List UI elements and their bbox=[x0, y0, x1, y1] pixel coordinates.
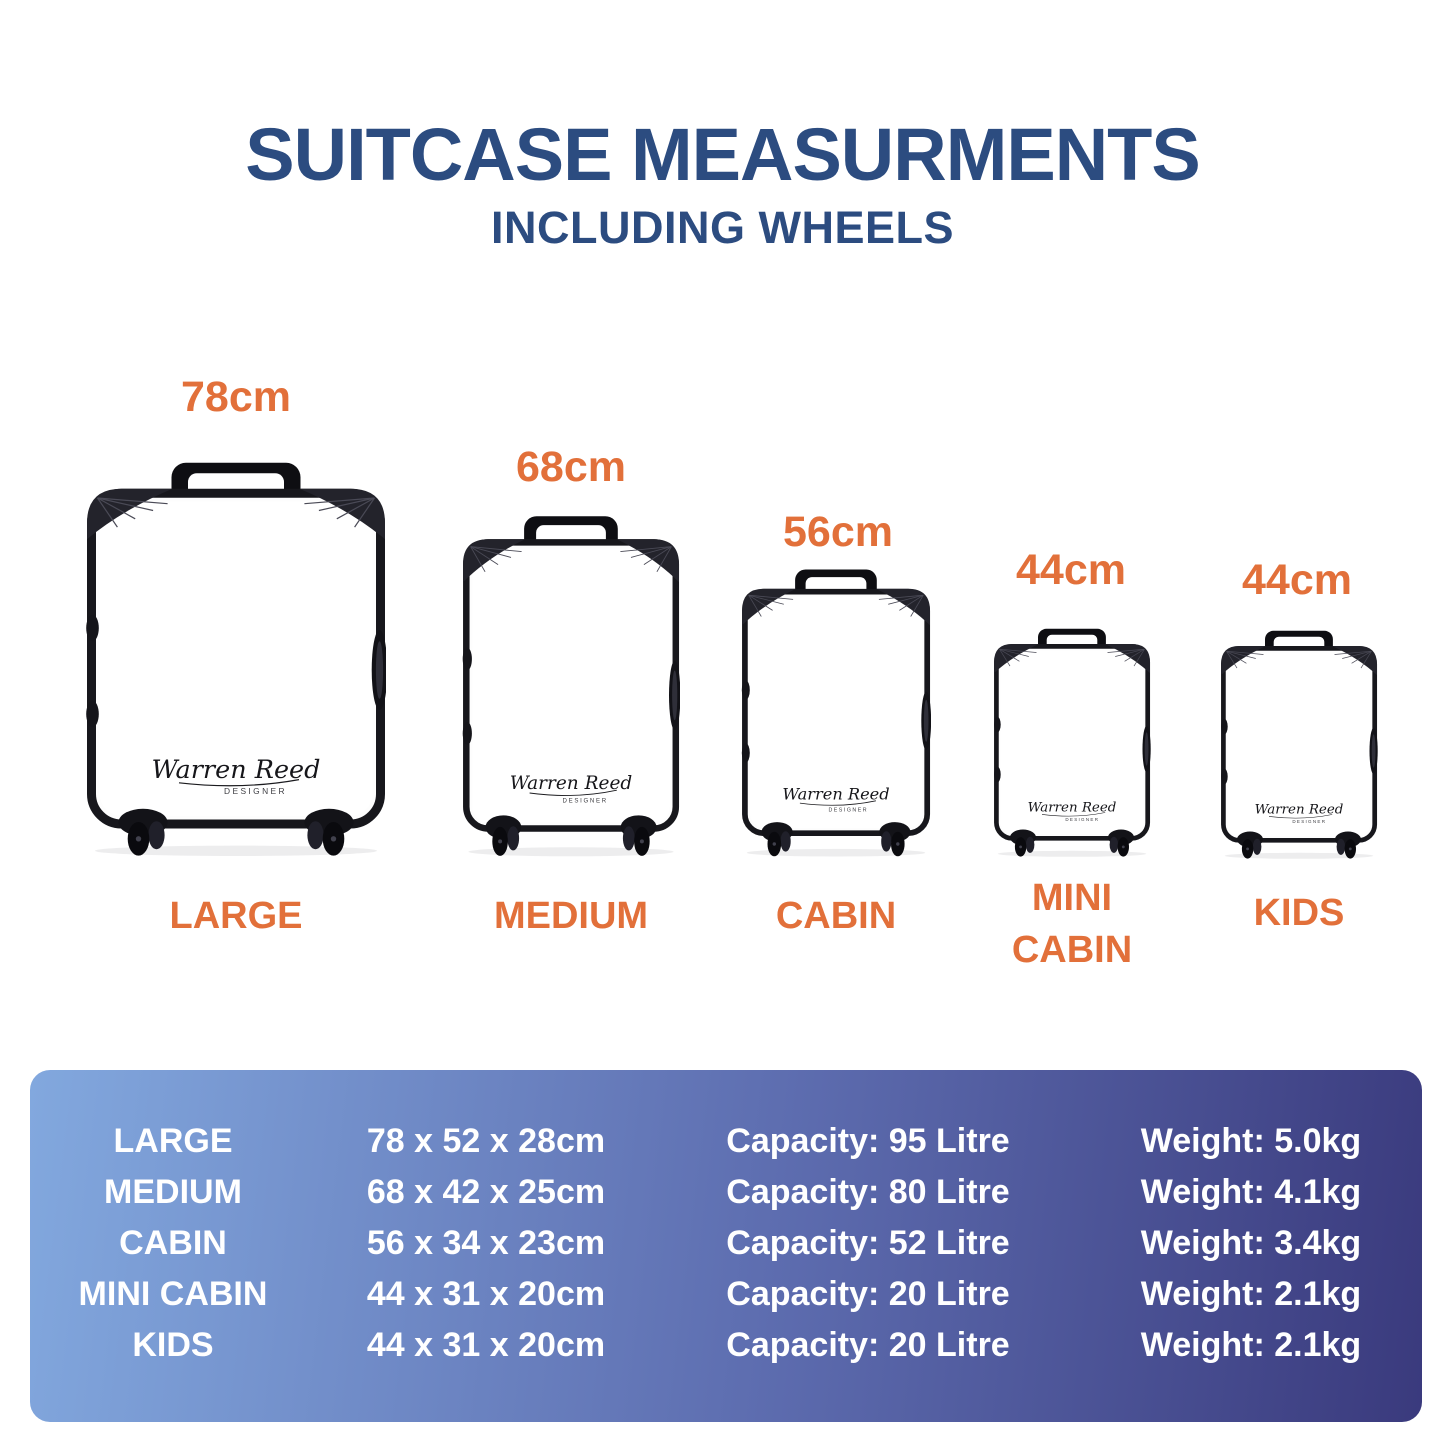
svg-text:DESIGNER: DESIGNER bbox=[828, 807, 868, 813]
size-name-medium: MEDIUM bbox=[493, 895, 649, 937]
svg-text:Warren Reed: Warren Reed bbox=[1028, 801, 1117, 816]
svg-text:DESIGNER: DESIGNER bbox=[1292, 819, 1326, 824]
spec-capacity-cell: Capacity: 80 Litre bbox=[726, 1172, 1010, 1211]
suitcase-illustration-mini-cabin: Warren Reed DESIGNER bbox=[993, 626, 1151, 858]
size-name-kids: KIDS bbox=[1253, 892, 1345, 934]
spec-capacity-cell: Capacity: 52 Litre bbox=[726, 1223, 1010, 1262]
spec-row-large: LARGE 78 x 52 x 28cm Capacity: 95 Litre … bbox=[30, 1115, 1422, 1166]
spec-capacity-cell: Capacity: 20 Litre bbox=[726, 1274, 1010, 1313]
spec-row-mini-cabin: MINI CABIN 44 x 31 x 20cm Capacity: 20 L… bbox=[30, 1268, 1422, 1319]
spec-row-medium: MEDIUM 68 x 42 x 25cm Capacity: 80 Litre… bbox=[30, 1166, 1422, 1217]
spec-weight-cell: Weight: 2.1kg bbox=[1140, 1274, 1362, 1313]
size-name-mini-cabin: MINI CABIN bbox=[1011, 877, 1133, 971]
spec-size-cell: LARGE bbox=[113, 1121, 233, 1160]
spec-row-kids: KIDS 44 x 31 x 20cm Capacity: 20 Litre W… bbox=[30, 1319, 1422, 1370]
spec-table-rows: LARGE 78 x 52 x 28cm Capacity: 95 Litre … bbox=[30, 1070, 1422, 1370]
spec-weight-cell: Weight: 5.0kg bbox=[1140, 1121, 1362, 1160]
svg-text:Warren Reed: Warren Reed bbox=[152, 755, 321, 785]
spec-size-cell: MINI CABIN bbox=[78, 1274, 268, 1313]
svg-text:DESIGNER: DESIGNER bbox=[224, 786, 287, 796]
height-label-medium: 68cm bbox=[516, 443, 626, 491]
spec-weight-cell: Weight: 4.1kg bbox=[1140, 1172, 1362, 1211]
suitcase-illustration-large: Warren Reed DESIGNER bbox=[86, 458, 386, 858]
spec-weight-cell: Weight: 2.1kg bbox=[1140, 1325, 1362, 1364]
spec-capacity-cell: Capacity: 20 Litre bbox=[726, 1325, 1010, 1364]
page-subtitle: INCLUDING WHEELS bbox=[491, 202, 954, 253]
spec-dimensions-cell: 56 x 34 x 23cm bbox=[366, 1223, 606, 1262]
spec-dimensions-cell: 44 x 31 x 20cm bbox=[366, 1325, 606, 1364]
height-label-kids: 44cm bbox=[1242, 556, 1352, 604]
height-label-cabin: 56cm bbox=[783, 508, 893, 556]
size-name-cabin: CABIN bbox=[775, 895, 897, 937]
svg-text:Warren Reed: Warren Reed bbox=[782, 785, 889, 804]
spec-capacity-cell: Capacity: 95 Litre bbox=[726, 1121, 1010, 1160]
spec-row-cabin: CABIN 56 x 34 x 23cm Capacity: 52 Litre … bbox=[30, 1217, 1422, 1268]
spec-dimensions-cell: 78 x 52 x 28cm bbox=[366, 1121, 606, 1160]
suitcase-illustration-cabin: Warren Reed DESIGNER bbox=[741, 566, 931, 858]
svg-text:Warren Reed: Warren Reed bbox=[1255, 803, 1344, 818]
spec-weight-cell: Weight: 3.4kg bbox=[1140, 1223, 1362, 1262]
spec-table-panel: LARGE 78 x 52 x 28cm Capacity: 95 Litre … bbox=[30, 1070, 1422, 1422]
spec-size-cell: CABIN bbox=[119, 1223, 227, 1262]
spec-dimensions-cell: 68 x 42 x 25cm bbox=[366, 1172, 606, 1211]
svg-text:Warren Reed: Warren Reed bbox=[510, 773, 633, 794]
svg-text:DESIGNER: DESIGNER bbox=[1065, 817, 1099, 822]
suitcase-illustration-kids: Warren Reed DESIGNER bbox=[1220, 628, 1378, 860]
spec-size-cell: MEDIUM bbox=[104, 1172, 242, 1211]
height-label-large: 78cm bbox=[181, 373, 291, 421]
page-title: SUITCASE MEASURMENTS bbox=[245, 113, 1200, 196]
size-name-large: LARGE bbox=[169, 895, 303, 937]
spec-dimensions-cell: 44 x 31 x 20cm bbox=[366, 1274, 606, 1313]
height-label-mini-cabin: 44cm bbox=[1016, 546, 1126, 594]
spec-size-cell: KIDS bbox=[132, 1325, 214, 1364]
svg-text:DESIGNER: DESIGNER bbox=[562, 798, 607, 805]
suitcase-illustration-medium: Warren Reed DESIGNER bbox=[462, 512, 680, 858]
